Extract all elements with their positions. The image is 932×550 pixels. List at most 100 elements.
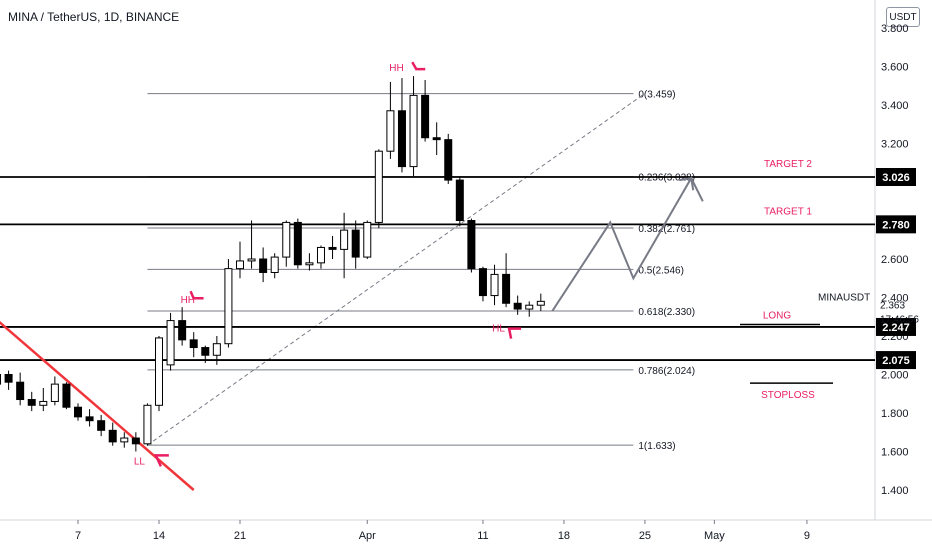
- price-label-box: [876, 317, 916, 336]
- candle-body: [432, 137, 441, 141]
- candle-body: [247, 258, 256, 262]
- fib-level-label: 0.5(2.546): [638, 265, 684, 276]
- candle-body: [478, 268, 487, 297]
- price-tick-label: 2.400: [881, 293, 909, 305]
- swing-mark-ll: [153, 454, 169, 467]
- candle-body: [39, 400, 48, 406]
- candle-body: [201, 347, 210, 356]
- price-label-value: 3.026: [882, 172, 910, 184]
- price-tick-label: 2.000: [881, 370, 909, 382]
- time-tick-label: 25: [639, 530, 651, 542]
- projection-path: [551, 176, 704, 312]
- candle-body: [143, 404, 152, 445]
- candle-body: [409, 94, 418, 168]
- candle-body: [525, 304, 534, 310]
- candle-body: [108, 429, 117, 443]
- candle-body: [421, 94, 430, 139]
- candle-body: [224, 268, 233, 345]
- candle-body: [340, 229, 349, 250]
- candle-body: [270, 256, 279, 273]
- candle-body: [97, 420, 106, 431]
- level-annotation: TARGET 1: [764, 206, 812, 217]
- price-tick-label: 3.400: [881, 100, 909, 112]
- price-label-value: 2.780: [882, 219, 910, 231]
- level-annotation: TARGET 2: [764, 159, 812, 170]
- stoploss-label: STOPLOSS: [761, 390, 815, 401]
- candle-body: [178, 320, 187, 341]
- last-price-value: 2.363: [880, 301, 905, 312]
- long-label: LONG: [763, 310, 792, 321]
- time-tick-label: 9: [804, 530, 810, 542]
- countdown-timer: 17:46:56: [880, 315, 919, 326]
- price-label-box: [876, 215, 916, 234]
- candle-body: [316, 246, 325, 264]
- candle-body: [386, 110, 395, 152]
- candle-body: [363, 221, 372, 258]
- price-tick-label: 3.600: [881, 62, 909, 74]
- swing-label-ll: LL: [134, 456, 146, 467]
- candle-body: [0, 374, 2, 385]
- candle-body: [455, 179, 464, 221]
- candle-body: [351, 229, 360, 258]
- candle-body: [155, 337, 163, 406]
- price-tick-label: 1.400: [881, 485, 909, 497]
- swing-label-hl: HL: [492, 324, 505, 335]
- candle-body: [502, 273, 511, 304]
- price-label-value: 2.075: [882, 355, 910, 367]
- candle-body: [16, 381, 25, 401]
- fib-level-label: 1(1.633): [638, 441, 675, 452]
- downtrend-line: [0, 321, 195, 491]
- candle-body: [27, 399, 36, 406]
- swing-mark-hl: [507, 327, 522, 339]
- currency-button[interactable]: USDT: [886, 7, 920, 27]
- candle-body: [513, 302, 522, 310]
- candle-body: [166, 320, 175, 366]
- time-tick-label: May: [704, 530, 725, 542]
- candle-body: [4, 374, 13, 383]
- price-tick-label: 3.800: [881, 23, 909, 35]
- fib-level-label: 0.382(2.761): [638, 224, 695, 235]
- symbol-label: MINAUSDT: [818, 293, 870, 304]
- price-label-box: [876, 351, 916, 370]
- candle-body: [490, 273, 499, 297]
- projection-arrowhead: [679, 176, 695, 191]
- fib-level-label: 0.786(2.024): [638, 366, 695, 377]
- time-tick-label: 7: [75, 530, 81, 542]
- price-tick-label: 1.800: [881, 408, 909, 420]
- price-label-value: 2.247: [882, 322, 910, 334]
- time-tick-label: 18: [558, 530, 570, 542]
- fib-diagonal-line: [147, 93, 645, 446]
- swing-label-hh: HH: [389, 63, 403, 74]
- candle-body: [131, 437, 140, 445]
- fib-level-label: 0(3.459): [638, 90, 675, 101]
- candle-body: [536, 300, 545, 306]
- candle-body: [397, 110, 406, 168]
- candle-body: [282, 221, 291, 258]
- price-tick-label: 3.200: [881, 139, 909, 151]
- candle-body: [235, 260, 244, 270]
- price-label-box: [876, 167, 916, 186]
- time-tick-label: 11: [477, 530, 488, 542]
- candle-body: [50, 383, 59, 402]
- candle-body: [305, 262, 314, 266]
- candle-body: [374, 150, 383, 223]
- time-tick-label: Apr: [359, 530, 376, 542]
- candle-body: [259, 258, 268, 273]
- candle-body: [467, 220, 476, 270]
- swing-label-hh: HH: [181, 295, 195, 306]
- time-tick-label: 21: [234, 530, 246, 542]
- swing-mark-hh: [411, 61, 426, 71]
- fib-level-label: 0.236(3.028): [638, 173, 695, 184]
- price-tick-label: 1.600: [881, 447, 909, 459]
- candle-body: [328, 246, 337, 250]
- fib-level-label: 0.618(2.330): [638, 307, 695, 318]
- price-tick-label: 2.600: [881, 254, 909, 266]
- time-tick-label: 14: [153, 530, 165, 542]
- candle-body: [62, 383, 71, 408]
- candle-body: [189, 339, 198, 349]
- swing-mark-hh: [189, 290, 204, 300]
- candle-body: [74, 406, 83, 418]
- candle-body: [120, 437, 129, 443]
- candle-body: [293, 221, 302, 266]
